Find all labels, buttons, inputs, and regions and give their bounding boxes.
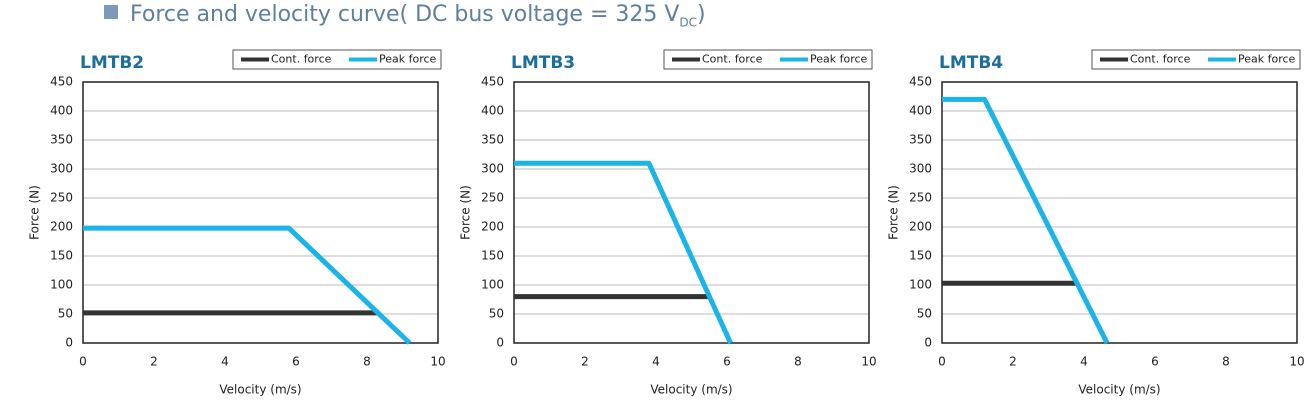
legend-label: Peak force [810, 53, 868, 66]
y-tick-label: 0 [924, 336, 932, 350]
x-tick-label: 10 [1289, 355, 1304, 369]
legend-box [663, 49, 873, 70]
x-tick-label: 10 [430, 355, 445, 369]
y-tick-label: 50 [58, 307, 73, 321]
plot-frame [82, 81, 439, 344]
legend-label: Peak force [1238, 53, 1296, 66]
x-axis-label: Velocity (m/s) [219, 383, 301, 397]
plot-frame [513, 81, 870, 344]
x-tick-label: 4 [1080, 355, 1088, 369]
x-tick-label: 2 [150, 355, 158, 369]
y-tick-label: 0 [65, 336, 73, 350]
series-line [514, 160, 733, 345]
x-tick-label: 10 [861, 355, 876, 369]
x-tick-label: 0 [79, 355, 87, 369]
y-tick-label: 300 [481, 162, 504, 176]
header-subscript: DC [679, 15, 698, 30]
chart-title: LMTB3 [511, 53, 575, 73]
y-tick-label: 250 [481, 191, 504, 205]
bullet [104, 5, 118, 19]
y-tick-label: 350 [909, 133, 932, 147]
y-tick-label: 0 [496, 336, 504, 350]
y-tick-label: 450 [909, 75, 932, 89]
x-tick-label: 6 [723, 355, 731, 369]
x-axis-label: Velocity (m/s) [650, 383, 732, 397]
x-tick-label: 8 [1222, 355, 1230, 369]
y-tick-label: 350 [50, 133, 73, 147]
y-tick-label: 50 [917, 307, 932, 321]
y-tick-label: 450 [50, 75, 73, 89]
series-line [83, 225, 412, 345]
legend-label: Cont. force [1130, 53, 1191, 66]
y-tick-label: 250 [50, 191, 73, 205]
x-tick-label: 0 [510, 355, 518, 369]
chart-title: LMTB2 [80, 53, 144, 73]
y-tick-label: 400 [481, 104, 504, 118]
y-axis-label: Force (N) [459, 185, 473, 240]
y-tick-label: 100 [909, 278, 932, 292]
y-tick-label: 250 [909, 191, 932, 205]
y-tick-label: 300 [50, 162, 73, 176]
legend-label: Peak force [379, 53, 437, 66]
y-tick-label: 100 [481, 278, 504, 292]
x-axis-label: Velocity (m/s) [1078, 383, 1160, 397]
x-tick-label: 6 [292, 355, 300, 369]
y-tick-label: 200 [50, 220, 73, 234]
y-tick-label: 200 [909, 220, 932, 234]
y-tick-label: 300 [909, 162, 932, 176]
y-tick-label: 350 [481, 133, 504, 147]
x-tick-label: 8 [363, 355, 371, 369]
x-tick-label: 2 [1009, 355, 1017, 369]
y-axis-label: Force (N) [887, 185, 901, 240]
x-tick-label: 4 [652, 355, 660, 369]
series-line [942, 96, 1110, 345]
legend-label: Cont. force [271, 53, 332, 66]
y-tick-label: 150 [481, 249, 504, 263]
plot-frame [941, 81, 1298, 344]
x-tick-label: 2 [581, 355, 589, 369]
y-tick-label: 100 [50, 278, 73, 292]
header-title: Force and velocity curve( DC bus voltage… [130, 2, 680, 27]
y-axis-label: Force (N) [28, 185, 42, 240]
y-tick-label: 150 [909, 249, 932, 263]
header-suffix: ) [697, 2, 706, 27]
x-tick-label: 8 [794, 355, 802, 369]
chart-title: LMTB4 [939, 53, 1003, 73]
legend-box [1091, 49, 1301, 70]
y-tick-label: 400 [909, 104, 932, 118]
x-tick-label: 6 [1151, 355, 1159, 369]
header: Force and velocity curve( DC bus voltage… [104, 2, 706, 29]
x-tick-label: 0 [938, 355, 946, 369]
y-tick-label: 200 [481, 220, 504, 234]
x-tick-label: 4 [221, 355, 229, 369]
y-tick-label: 400 [50, 104, 73, 118]
legend-box [232, 49, 442, 70]
y-tick-label: 50 [489, 307, 504, 321]
y-tick-label: 150 [50, 249, 73, 263]
y-tick-label: 450 [481, 75, 504, 89]
legend-label: Cont. force [702, 53, 763, 66]
